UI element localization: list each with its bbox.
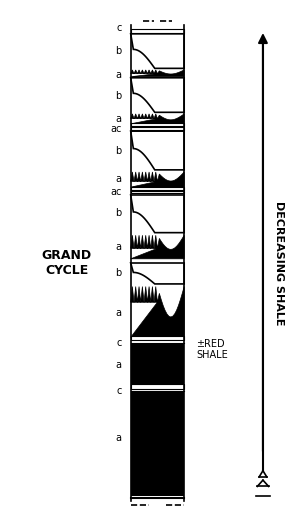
Polygon shape [131,131,184,170]
Text: GRAND
CYCLE: GRAND CYCLE [42,249,92,277]
Text: b: b [116,146,122,156]
Text: b: b [116,268,122,278]
Bar [131,127,184,129]
Polygon shape [131,172,184,187]
Text: a: a [116,308,122,318]
Polygon shape [131,70,184,77]
Polygon shape [131,34,184,68]
Text: c: c [116,338,122,348]
Polygon shape [131,287,184,337]
Text: a: a [116,174,122,184]
Polygon shape [131,114,184,124]
Polygon shape [131,195,184,232]
Bar [131,385,184,389]
Bar [131,391,184,496]
Bar [131,191,184,194]
Text: DECREASING SHALE: DECREASING SHALE [274,201,284,325]
Text: b: b [116,46,122,56]
Text: b: b [116,208,122,218]
Polygon shape [131,263,184,284]
Text: a: a [116,360,122,370]
Text: a: a [116,242,122,252]
Bar [131,28,184,33]
Text: c: c [116,386,122,396]
Bar [131,187,184,190]
Bar [131,123,184,126]
Text: a: a [116,114,122,124]
Text: a: a [116,69,122,79]
Polygon shape [131,78,184,113]
Text: ac: ac [110,187,122,197]
Text: c: c [116,23,122,33]
Text: ±RED
SHALE: ±RED SHALE [196,339,228,360]
Text: b: b [116,90,122,100]
Bar [131,336,184,340]
Bar [131,342,184,386]
Text: ac: ac [110,124,122,134]
Polygon shape [131,235,184,259]
Text: a: a [116,433,122,443]
